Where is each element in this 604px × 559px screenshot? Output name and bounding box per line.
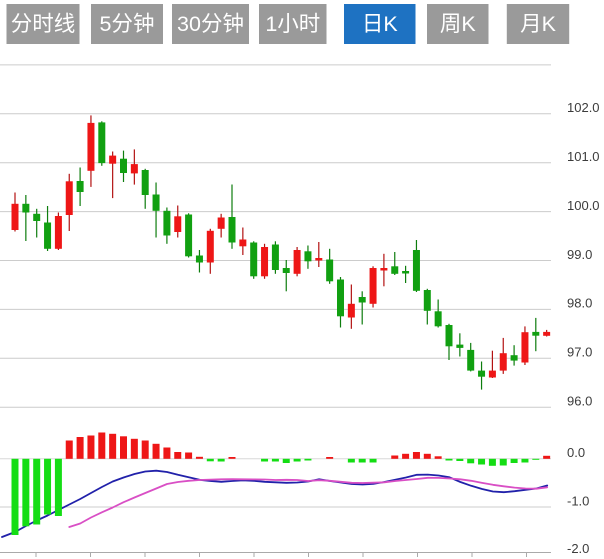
svg-text:月K: 月K [520,12,557,36]
svg-text:97.0: 97.0 [567,345,592,360]
svg-text:周K: 周K [440,12,477,36]
svg-text:101.0: 101.0 [567,149,600,164]
svg-text:100.0: 100.0 [567,198,600,213]
svg-text:-2.0: -2.0 [567,541,589,556]
svg-text:-1.0: -1.0 [567,493,589,508]
svg-text:30分钟: 30分钟 [177,12,244,36]
svg-text:5分钟: 5分钟 [100,12,155,36]
svg-text:0.0: 0.0 [567,445,585,460]
svg-text:分时线: 分时线 [11,12,76,36]
svg-text:1小时: 1小时 [265,12,320,36]
svg-text:102.0: 102.0 [567,100,600,115]
svg-text:96.0: 96.0 [567,394,592,409]
svg-text:日K: 日K [362,12,399,36]
svg-text:98.0: 98.0 [567,296,592,311]
svg-text:99.0: 99.0 [567,247,592,262]
